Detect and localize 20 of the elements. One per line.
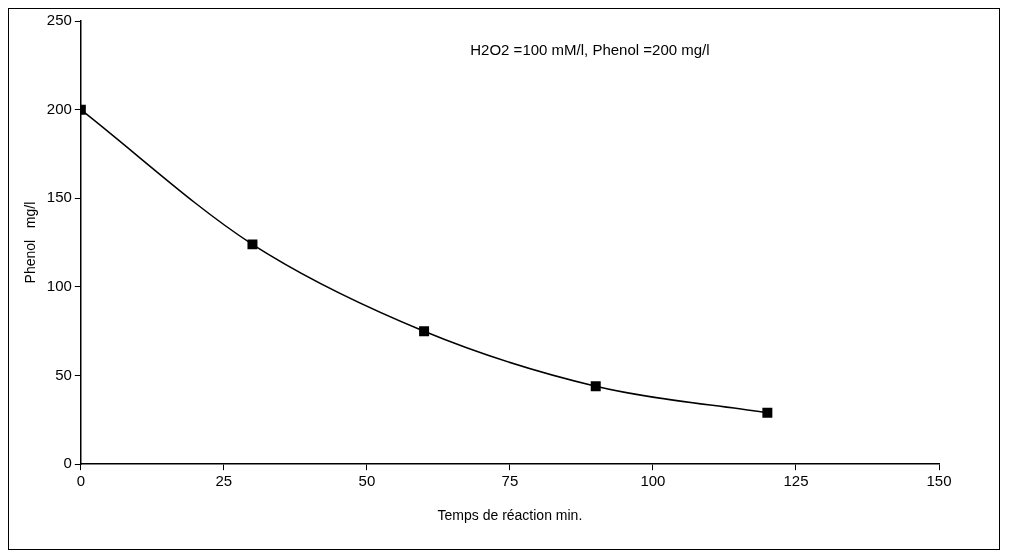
y-tick-label: 0 xyxy=(63,454,72,472)
y-tick-label: 50 xyxy=(55,365,72,383)
x-tick-label: 0 xyxy=(76,472,85,490)
x-tick-label: 125 xyxy=(783,472,809,490)
point xyxy=(762,407,773,418)
x-tick-label: 100 xyxy=(640,472,666,490)
x-tick-label: 150 xyxy=(926,472,952,490)
point xyxy=(590,381,601,392)
y-tick-label: 150 xyxy=(46,188,72,206)
x-axis-title: Temps de réaction min. xyxy=(437,507,583,524)
x-tick-label: 25 xyxy=(215,472,233,490)
point xyxy=(419,326,430,337)
y-tick-label: 200 xyxy=(46,99,72,117)
y-axis-title: Phenol mg/l xyxy=(22,201,39,284)
point xyxy=(247,239,258,250)
x-tick-label: 75 xyxy=(501,472,519,490)
x-tick-label: 50 xyxy=(358,472,376,490)
y-tick-label: 100 xyxy=(46,277,72,295)
annotation: H2O2 =100 mM/l, Phenol =200 mg/l xyxy=(470,41,710,59)
y-tick-label: 250 xyxy=(46,11,72,29)
